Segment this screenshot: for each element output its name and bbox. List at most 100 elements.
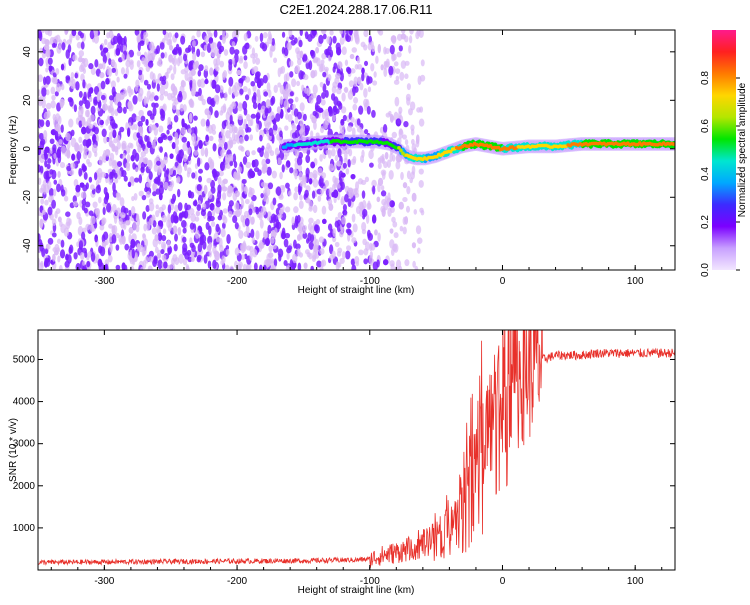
- spectrum-noise-point: [51, 232, 57, 238]
- spectrum-noise-point: [332, 35, 337, 44]
- spectrum-noise-point: [38, 74, 43, 83]
- spectrum-noise-point: [363, 44, 368, 51]
- spectrum-noise-point: [88, 123, 94, 129]
- spectrum-noise-point: [43, 111, 49, 120]
- spectrum-noise-point: [308, 252, 313, 260]
- spectrum-noise-point: [347, 159, 351, 168]
- spectrum-noise-point: [180, 35, 186, 45]
- snr-x-tick-label: 100: [627, 576, 644, 587]
- spectrum-noise-point: [389, 113, 394, 123]
- spectrum-noise-point: [139, 73, 145, 83]
- spectrum-noise-point: [142, 157, 149, 165]
- spectrum-noise-point: [403, 120, 409, 128]
- spectrum-noise-point: [108, 95, 114, 101]
- spectrum-noise-point: [200, 118, 206, 127]
- spectrum-noise-point: [200, 94, 204, 102]
- spectrum-noise-point: [98, 63, 104, 70]
- spectrum-noise-point: [318, 63, 324, 73]
- spectrum-noise-point: [249, 134, 254, 141]
- spectrum-noise-point: [262, 74, 268, 84]
- spectrum-noise-point: [265, 130, 270, 137]
- spectrum-noise-point: [242, 86, 248, 93]
- spectrum-noise-point: [322, 218, 327, 224]
- spectrum-noise-point: [310, 161, 316, 169]
- spectrum-noise-point: [285, 160, 291, 168]
- spectrum-noise-point: [152, 183, 156, 191]
- spectrum-noise-point: [377, 43, 381, 54]
- spectrum-noise-point: [66, 165, 72, 172]
- spectrum-noise-point: [43, 171, 49, 180]
- spectrum-noise-point: [341, 216, 346, 225]
- spectrum-noise-point: [84, 133, 90, 141]
- spectrum-noise-point: [187, 128, 192, 134]
- spectrum-noise-point: [144, 134, 148, 142]
- spectrum-noise-point: [198, 64, 204, 72]
- spectrum-noise-point: [172, 165, 177, 172]
- spectrum-noise-point: [199, 78, 206, 89]
- spectrum-noise-point: [395, 259, 402, 270]
- spectrum-noise-point: [222, 192, 227, 201]
- spectrum-noise-point: [38, 132, 44, 140]
- colorbar-label: Normalized spectral amplitude: [737, 82, 748, 217]
- spectrum-noise-point: [113, 214, 118, 224]
- spectrum-noise-point: [366, 105, 371, 115]
- spectrum-noise-point: [90, 184, 95, 191]
- spectrum-noise-point: [182, 104, 187, 112]
- spectrum-noise-point: [349, 54, 355, 60]
- spectrum-noise-point: [128, 87, 132, 98]
- spectrum-noise-point: [245, 264, 250, 270]
- spectrum-noise-point: [299, 120, 304, 127]
- spectrum-noise-point: [396, 51, 402, 58]
- spectrum-noise-point: [186, 141, 191, 149]
- spectrum-noise-point: [345, 35, 351, 43]
- spectrum-noise-point: [305, 154, 311, 164]
- spectrum-noise-point: [115, 192, 120, 198]
- spectrum-noise-point: [65, 211, 71, 217]
- spectrum-noise-point: [133, 177, 140, 183]
- spectrum-noise-point: [73, 252, 78, 260]
- spectrum-noise-point: [50, 129, 57, 136]
- spectrum-noise-point: [185, 47, 191, 53]
- spectrum-noise-point: [400, 33, 406, 40]
- spectrum-noise-point: [138, 109, 144, 117]
- spectrum-noise-point: [127, 100, 133, 109]
- spectrum-noise-point: [263, 230, 268, 240]
- spectrum-noise-point: [45, 67, 49, 73]
- spectrum-noise-point: [317, 167, 323, 177]
- spectrum-noise-point: [409, 177, 413, 184]
- spectrum-noise-point: [332, 189, 339, 199]
- spectrum-noise-point: [320, 126, 325, 134]
- spectrum-noise-point: [89, 225, 95, 233]
- spectrum-noise-point: [44, 39, 50, 47]
- spectrum-noise-point: [418, 179, 424, 188]
- spectrum-noise-point: [39, 187, 45, 194]
- spectrum-noise-point: [337, 148, 342, 158]
- spectrum-noise-point: [312, 204, 318, 214]
- spectrum-noise-point: [172, 101, 177, 111]
- spectrum-noise-point: [141, 56, 146, 65]
- spectrum-noise-point: [229, 265, 234, 270]
- spectrum-noise-point: [221, 34, 226, 44]
- spectrum-noise-point: [228, 210, 233, 218]
- spectrum-noise-point: [253, 92, 257, 100]
- spectrum-noise-point: [362, 208, 368, 218]
- spectrum-noise-point: [320, 99, 326, 106]
- spectrum-noise-point: [402, 182, 408, 189]
- spectrum-noise-point: [182, 142, 188, 152]
- spectrum-noise-point: [170, 73, 175, 81]
- spectrum-noise-point: [66, 39, 72, 45]
- spectrum-noise-point: [411, 192, 417, 202]
- spectrum-noise-point: [299, 128, 306, 139]
- spectrum-noise-point: [294, 96, 299, 103]
- spectrum-noise-point: [182, 247, 188, 256]
- spectrum-noise-point: [411, 242, 416, 249]
- spectrum-noise-point: [257, 169, 262, 177]
- spectrum-noise-point: [353, 31, 359, 40]
- spectrum-noise-point: [48, 65, 53, 72]
- spectrum-noise-point: [190, 87, 197, 96]
- spectrum-noise-point: [111, 234, 117, 244]
- spectrum-noise-point: [242, 263, 247, 270]
- spectrum-noise-point: [268, 127, 274, 137]
- spectrum-noise-point: [106, 32, 111, 39]
- spectrum-noise-point: [361, 72, 365, 82]
